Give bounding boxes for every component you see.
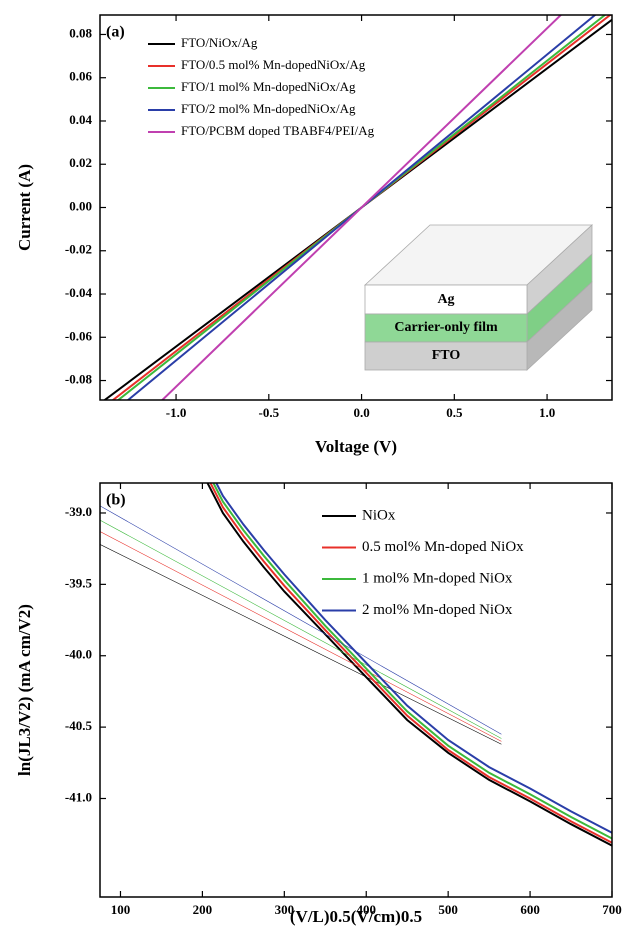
x-tick-label: 100 (111, 902, 131, 917)
x-tick-label: 500 (438, 902, 458, 917)
fit-line (100, 544, 502, 745)
y-tick-label: -41.0 (65, 789, 92, 804)
x-tick-label: 1.0 (539, 405, 555, 420)
legend-label: FTO/PCBM doped TBABF4/PEI/Ag (181, 123, 375, 138)
y-tick-label: 0.06 (69, 69, 92, 84)
y-tick-label: 0.00 (69, 198, 92, 213)
inset-diagram: Ag Carrier-only film FTO (363, 224, 594, 371)
x-tick-label: 600 (520, 902, 540, 917)
panel-label: (b) (106, 492, 126, 509)
x-tick-label: -1.0 (166, 405, 187, 420)
plot-area (103, 15, 612, 400)
fit-line (100, 519, 502, 739)
x-tick-label: 200 (193, 902, 213, 917)
y-tick-label: 0.08 (69, 25, 92, 40)
fit-line (100, 505, 502, 735)
inset-label: FTO (432, 348, 461, 363)
x-tick-label: 0.5 (446, 405, 463, 420)
inset-label: Carrier-only film (394, 320, 498, 335)
legend-label: 2 mol% Mn-doped NiOx (362, 602, 513, 618)
y-tick-label: -0.06 (65, 328, 93, 343)
legend-label: 1 mol% Mn-doped NiOx (362, 570, 513, 586)
legend-label: FTO/NiOx/Ag (181, 35, 258, 50)
y-tick-label: 0.04 (69, 112, 92, 127)
data-line (160, 15, 563, 400)
legend-label: FTO/2 mol% Mn-dopedNiOx/Ag (181, 101, 356, 116)
legend-label: FTO/0.5 mol% Mn-dopedNiOx/Ag (181, 57, 366, 72)
panel-label: (a) (106, 24, 125, 41)
legend-label: 0.5 mol% Mn-doped NiOx (362, 539, 524, 555)
data-line (206, 483, 612, 847)
y-axis-label: ln(JL3/V2) (mA cm/V2) (15, 604, 34, 776)
y-tick-label: -40.0 (65, 647, 92, 662)
y-tick-label: -0.04 (65, 285, 93, 300)
x-tick-label: 400 (356, 902, 376, 917)
legend-label: NiOx (362, 507, 396, 523)
plot-area (100, 483, 612, 847)
data-line (215, 483, 612, 834)
x-axis-label: (V/L)0.5(V/cm)0.5 (290, 907, 422, 926)
x-tick-label: 300 (275, 902, 295, 917)
x-axis-label: Voltage (V) (315, 437, 397, 456)
axes-frame (99, 14, 613, 401)
y-tick-label: -0.08 (65, 372, 93, 387)
inset-label: Ag (437, 292, 454, 307)
legend-label: FTO/1 mol% Mn-dopedNiOx/Ag (181, 79, 356, 94)
y-tick-label: 0.02 (69, 155, 92, 170)
fit-line (100, 531, 502, 742)
y-axis-label: Current (A) (15, 164, 34, 251)
x-tick-label: 700 (602, 902, 622, 917)
data-line (209, 483, 612, 844)
y-tick-label: -39.0 (65, 504, 92, 519)
axes-frame (99, 482, 613, 898)
x-tick-label: -0.5 (259, 405, 280, 420)
y-tick-label: -39.5 (65, 575, 93, 590)
y-tick-label: -40.5 (65, 718, 93, 733)
y-tick-label: -0.02 (65, 242, 92, 257)
x-tick-label: 0.0 (353, 405, 369, 420)
data-line (212, 483, 612, 840)
